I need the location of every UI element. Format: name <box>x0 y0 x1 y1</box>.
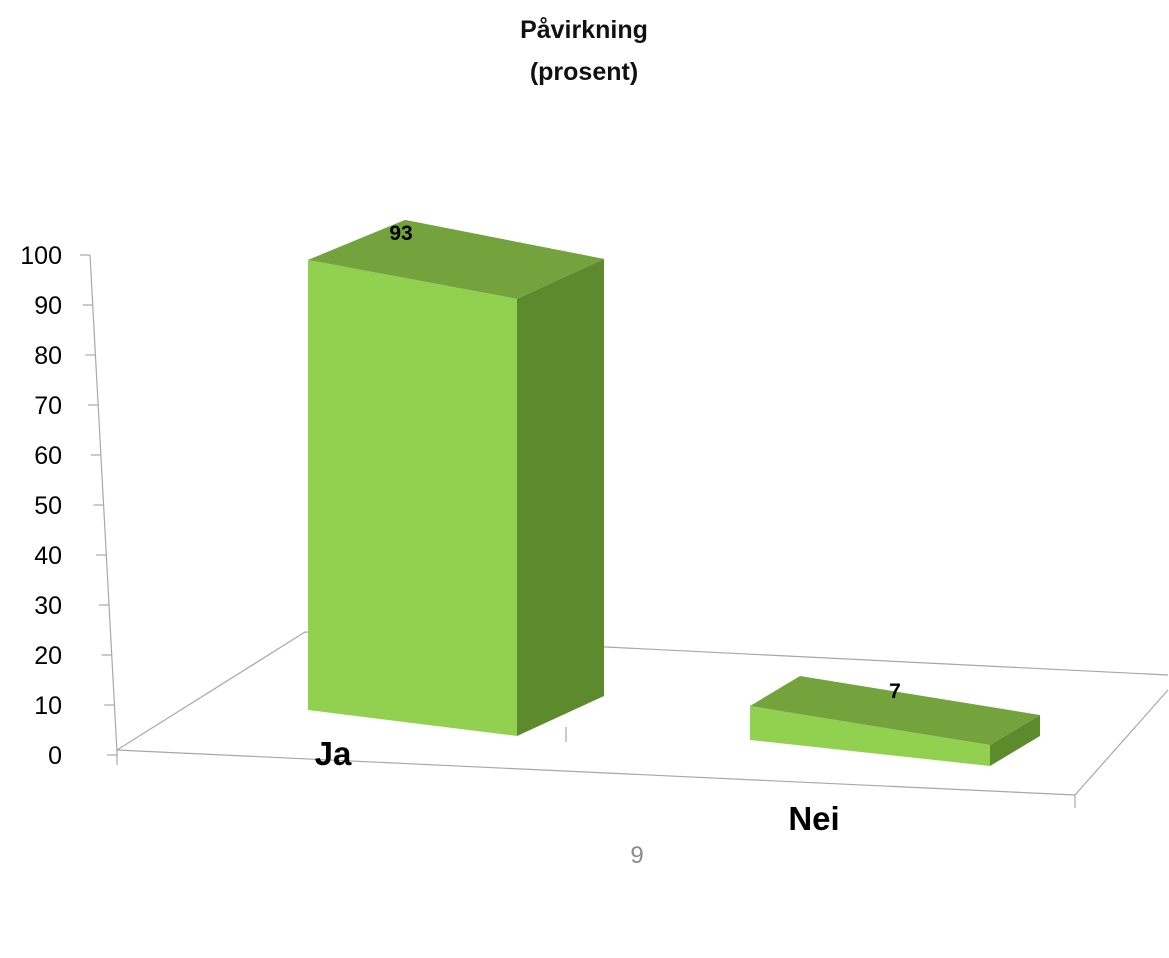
bar-side-face <box>990 715 1040 766</box>
y-tick-label: 50 <box>34 492 62 520</box>
page-number: 9 <box>630 842 644 869</box>
y-axis-line <box>89 254 118 753</box>
y-tick-label: 0 <box>48 742 62 770</box>
y-tick-label: 40 <box>34 542 62 570</box>
data-label: 7 <box>889 680 901 703</box>
chart-title-line1: Påvirkning <box>520 16 648 44</box>
data-label: 93 <box>389 222 412 245</box>
floor-front-edge <box>116 749 1076 796</box>
floor-right-edge <box>1074 689 1169 796</box>
bar-top-face <box>750 676 1040 745</box>
y-tick-label: 20 <box>34 642 62 670</box>
y-tick-label: 100 <box>20 242 62 270</box>
chart-title-line2: (prosent) <box>529 58 639 86</box>
y-tick-label: 30 <box>34 592 62 620</box>
floor-back-edge <box>116 631 1169 751</box>
bar-side-face <box>517 258 604 736</box>
y-tick-label: 70 <box>34 392 62 420</box>
y-tick-label: 80 <box>34 342 62 370</box>
bar-front-face <box>308 259 517 736</box>
y-tick-label: 10 <box>34 692 62 720</box>
y-tick-label: 60 <box>34 442 62 470</box>
bar-front-face <box>750 706 990 766</box>
category-label: Ja <box>315 735 352 772</box>
y-tick-label: 90 <box>34 292 62 320</box>
category-label: Nei <box>788 800 839 837</box>
bar-top-face <box>308 219 604 299</box>
